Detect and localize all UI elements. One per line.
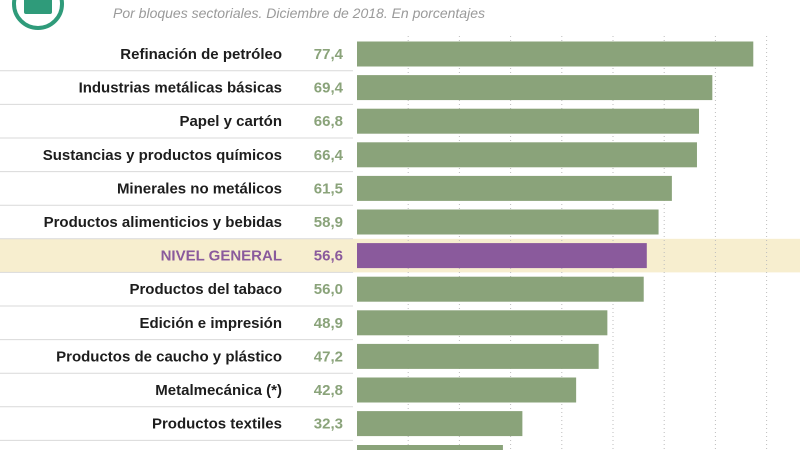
bar xyxy=(357,142,697,168)
value-label: 56,0 xyxy=(314,281,343,298)
value-label: 48,9 xyxy=(314,315,343,332)
bar xyxy=(357,343,599,369)
value-label: 47,2 xyxy=(314,348,343,365)
bar-partial xyxy=(357,445,503,450)
bar xyxy=(357,75,713,101)
category-label: Productos alimenticios y bebidas xyxy=(44,214,282,231)
bar xyxy=(357,377,577,403)
value-label: 56,6 xyxy=(314,248,343,265)
category-label: Papel y cartón xyxy=(179,113,282,130)
value-label: 66,4 xyxy=(314,147,344,164)
category-label: Metalmecánica (*) xyxy=(155,382,282,399)
value-label: 42,8 xyxy=(314,382,343,399)
category-label: Industrias metálicas básicas xyxy=(79,80,282,97)
value-label: 77,4 xyxy=(314,46,344,63)
bar xyxy=(357,276,644,302)
category-label: Productos de caucho y plástico xyxy=(56,348,282,365)
category-label: NIVEL GENERAL xyxy=(161,248,282,265)
bar xyxy=(357,310,608,336)
category-label: Sustancias y productos químicos xyxy=(43,147,282,164)
bar xyxy=(357,209,659,235)
bar xyxy=(357,411,523,437)
chart-subtitle: Por bloques sectoriales. Diciembre de 20… xyxy=(113,5,485,21)
bar xyxy=(357,108,700,134)
value-label: 66,8 xyxy=(314,113,343,130)
value-label: 58,9 xyxy=(314,214,343,231)
bar xyxy=(357,175,672,201)
category-label: Edición e impresión xyxy=(139,315,282,332)
value-label: 32,3 xyxy=(314,416,343,433)
highlight-bar xyxy=(357,243,647,269)
value-label: 61,5 xyxy=(314,180,343,197)
bar xyxy=(357,41,754,67)
category-label: Productos del tabaco xyxy=(129,281,282,298)
value-label: 69,4 xyxy=(314,80,344,97)
category-label: Refinación de petróleo xyxy=(120,46,282,63)
category-label: Productos textiles xyxy=(152,416,282,433)
category-label: Minerales no metálicos xyxy=(117,180,282,197)
